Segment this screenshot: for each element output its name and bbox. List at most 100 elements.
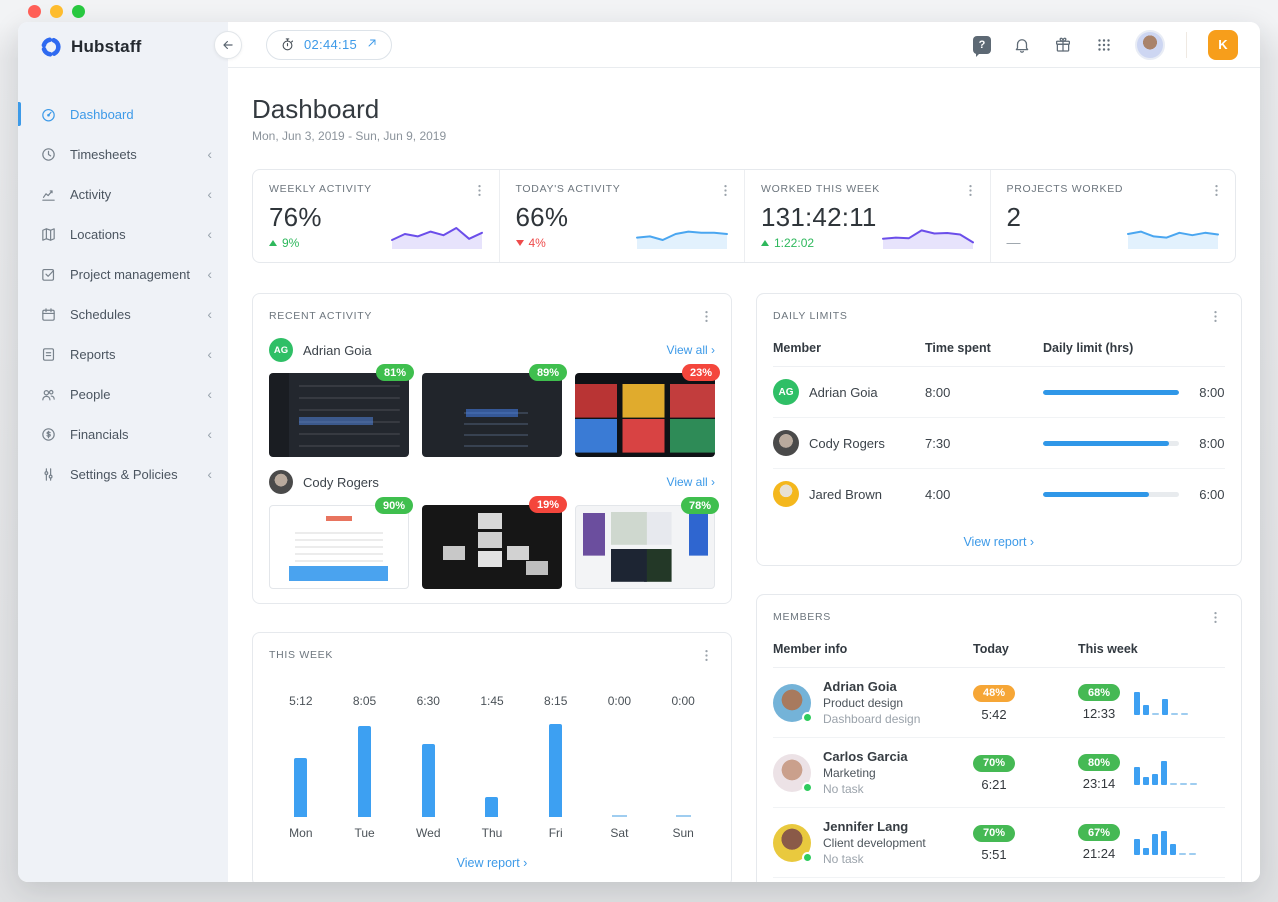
chevron-left-icon: ‹ — [207, 466, 212, 482]
today-cell: 70% 5:51 — [973, 823, 1078, 862]
week-time: 12:33 — [1082, 706, 1116, 721]
this-week-bar-chart: 5:12 Mon 8:05 Tue 6:30 Wed 1:45 Thu 8:15 Fri 0:00 S… — [269, 694, 715, 840]
week-chart-column: 8:05 Tue — [333, 694, 397, 840]
daily-limits-view-report-link[interactable]: View report › — [963, 535, 1035, 549]
timer-widget[interactable]: 02:44:15 — [266, 29, 393, 60]
back-button[interactable] — [214, 31, 242, 59]
sidebar-item-timesheets[interactable]: Timesheets ‹ — [18, 134, 228, 174]
members-menu-button[interactable] — [1207, 608, 1225, 626]
view-all-link[interactable]: View all › — [666, 475, 715, 489]
apps-grid-icon[interactable] — [1094, 35, 1114, 55]
mini-bar-dash — [1189, 852, 1196, 855]
bar-container — [460, 722, 524, 817]
member-task: No task — [823, 852, 864, 866]
stat-label: WEEKLY ACTIVITY — [269, 183, 372, 195]
sidebar-item-financials[interactable]: Financials ‹ — [18, 414, 228, 454]
sidebar-item-dashboard[interactable]: Dashboard — [18, 94, 228, 134]
stat-delta: 1:22:02 — [761, 236, 814, 250]
sidebar-item-label: Project management — [70, 266, 190, 282]
activity-screenshot-light-document[interactable]: 90% — [269, 497, 413, 589]
sidebar-item-locations[interactable]: Locations ‹ — [18, 214, 228, 254]
activity-groups: AG Adrian Goia View all › 81% 89% 23% Cody Rog… — [269, 338, 720, 589]
today-time: 5:51 — [981, 846, 1007, 862]
daily-limits-menu-button[interactable] — [1207, 307, 1225, 325]
stat-menu-button[interactable] — [1207, 181, 1225, 199]
close-window-button[interactable] — [28, 5, 41, 18]
mini-bar-dash — [1170, 782, 1177, 785]
member-text: Jennifer Lang Client development No task — [823, 819, 926, 866]
stat-menu-button[interactable] — [716, 181, 734, 199]
notifications-bell-icon[interactable] — [1012, 35, 1032, 55]
user-avatar[interactable] — [1135, 29, 1165, 60]
recent-activity-menu-button[interactable] — [697, 307, 715, 325]
stat-value: 66% — [515, 202, 569, 232]
day-label: Sat — [610, 826, 629, 840]
activity-screenshot-light-portfolio-grid[interactable]: 78% — [575, 497, 719, 589]
sidebar-item-project-management[interactable]: Project management ‹ — [18, 254, 228, 294]
member-task: Dashboard design — [823, 712, 921, 726]
calendar-icon — [40, 306, 57, 323]
stat-menu-button[interactable] — [471, 181, 489, 199]
sidebar-item-people[interactable]: People ‹ — [18, 374, 228, 414]
bar-container — [588, 722, 652, 817]
member-project: Product design — [823, 696, 904, 710]
member-text: Adrian Goia Product design Dashboard desig… — [823, 679, 920, 726]
member-avatar: AG — [269, 338, 293, 362]
stats-row: WEEKLY ACTIVITY 76% 9% TODAY'S ACTIVITY 66%… — [252, 169, 1236, 263]
this-week-title: THIS WEEK — [269, 649, 334, 661]
sidebar-item-schedules[interactable]: Schedules ‹ — [18, 294, 228, 334]
mini-bar — [1152, 773, 1158, 785]
members-header: Member info Today This week — [773, 626, 1225, 668]
stat-menu-button[interactable] — [962, 181, 980, 199]
time-spent-value: 8:00 — [925, 384, 951, 400]
sidebar-item-reports[interactable]: Reports ‹ — [18, 334, 228, 374]
daily-limit-row: Jared Brown 4:00 6:00 — [773, 469, 1225, 519]
bar — [294, 758, 308, 817]
week-time: 21:24 — [1082, 846, 1116, 861]
activity-group-header: AG Adrian Goia View all › — [269, 338, 715, 362]
organization-button[interactable]: K — [1208, 29, 1238, 60]
mini-bar-dash — [1171, 712, 1178, 715]
this-week-view-report-link[interactable]: View report › — [456, 856, 528, 870]
activity-screenshot-dark-windows-collage[interactable]: 19% — [422, 496, 567, 589]
open-timer-icon[interactable] — [366, 36, 378, 54]
week-chart-column: 6:30 Wed — [396, 694, 460, 840]
brand-name: Hubstaff — [71, 37, 142, 56]
mini-bar — [1134, 691, 1140, 715]
week-cell: 68% 12:33 — [1078, 684, 1225, 721]
sidebar-item-label: Schedules — [70, 306, 131, 322]
sidebar-item-settings-policies[interactable]: Settings & Policies ‹ — [18, 454, 228, 494]
daily-limits-header: Member Time spent Daily limit (hrs) — [773, 325, 1225, 367]
map-icon — [40, 226, 57, 243]
stat-value: 76% — [269, 202, 322, 232]
minimize-window-button[interactable] — [50, 5, 63, 18]
right-column: DAILY LIMITS Member Time spent Daily lim… — [756, 293, 1242, 882]
mini-bar — [1162, 698, 1168, 715]
gift-icon[interactable] — [1053, 35, 1073, 55]
activity-screenshot-code-editor-dark-2[interactable]: 89% — [422, 364, 567, 457]
mini-bar-dash — [1190, 782, 1197, 785]
stat-delta: 9% — [269, 236, 299, 250]
activity-screenshot-code-editor-dark[interactable]: 81% — [269, 364, 414, 457]
daily-limit-value: 8:00 — [1199, 435, 1225, 451]
sidebar-item-activity[interactable]: Activity ‹ — [18, 174, 228, 214]
mini-bar — [1170, 843, 1176, 855]
checkbox-icon — [40, 266, 57, 283]
limit-progress-fill — [1043, 440, 1170, 446]
view-all-link[interactable]: View all › — [666, 343, 715, 357]
activity-percent-badge: 89% — [528, 364, 567, 381]
bar-container — [269, 722, 333, 817]
zoom-window-button[interactable] — [72, 5, 85, 18]
stat-card-weekly-activity: WEEKLY ACTIVITY 76% 9% — [253, 170, 499, 262]
week-mini-chart — [1134, 760, 1197, 785]
dashboard-icon — [40, 106, 57, 123]
this-week-menu-button[interactable] — [697, 646, 715, 664]
bar-value-label: 0:00 — [671, 694, 695, 708]
member-cell: Cody Rogers — [773, 430, 925, 456]
triangle-up-icon — [761, 240, 769, 246]
window-controls — [28, 5, 85, 18]
help-icon[interactable]: ? — [973, 35, 991, 57]
mini-bar — [1143, 776, 1149, 785]
activity-screenshot-video-thumbnails-grid[interactable]: 23% — [575, 364, 720, 457]
status-dot — [802, 851, 813, 863]
